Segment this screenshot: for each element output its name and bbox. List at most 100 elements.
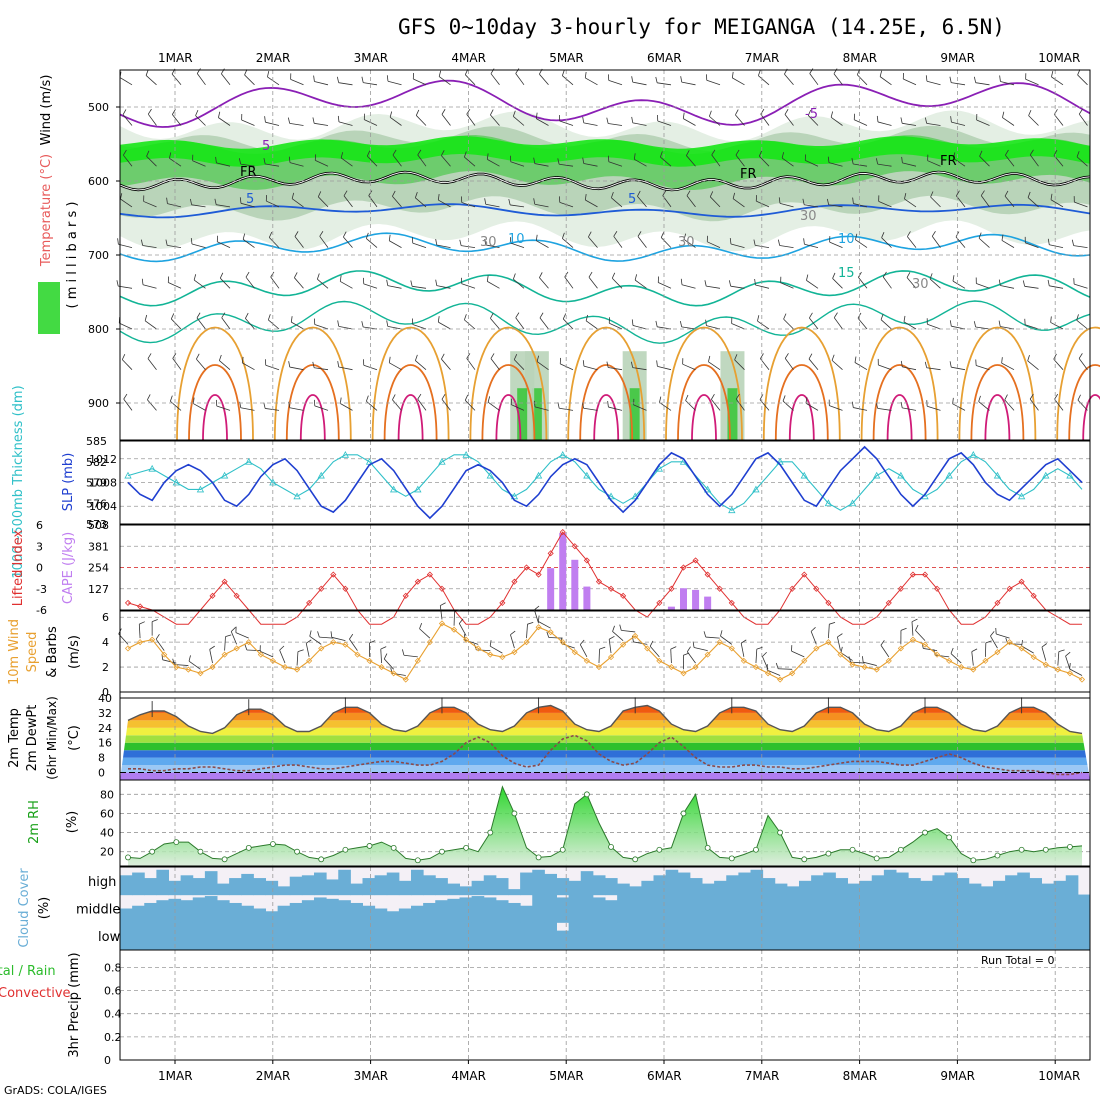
cloud-middle-1 [132, 905, 145, 923]
cloud-middle-15 [301, 900, 315, 923]
upper-wind-barb-flag [196, 353, 200, 360]
upper-wind-barb-flag [753, 239, 756, 246]
upper-wind-barb [123, 154, 133, 167]
upper-wind-barb-flag [366, 395, 369, 402]
upper-wind-barb [781, 157, 794, 167]
upper-wind-barb-flag [784, 353, 789, 359]
wind-speed-point-65 [909, 636, 917, 643]
upper-wind-barb-flag [562, 313, 567, 320]
upper-wind-barb-flag [417, 149, 422, 156]
upper-wind-barb [804, 204, 819, 208]
cloud-high-3 [156, 869, 169, 896]
upper-wind-barb [779, 202, 794, 208]
upper-wind-barb [978, 237, 990, 248]
cloud-high-28 [459, 886, 473, 896]
upper-wind-barb-flag [1051, 70, 1054, 77]
upper-wind-barb [711, 399, 721, 411]
upper-wind-barb [1049, 244, 1064, 248]
wind10-barb [778, 668, 793, 670]
temp-contour-10 [119, 232, 1091, 263]
lifted-index-point-38 [921, 571, 929, 578]
upper-wind-barb [608, 79, 623, 86]
upper-wind-barb [611, 197, 623, 208]
upper-wind-barb [564, 276, 574, 289]
upper-wind-barb [660, 156, 672, 167]
wind10-barb-flag [537, 615, 540, 622]
upper-wind-barb-flag [215, 156, 217, 163]
wind10-barb [380, 649, 382, 664]
cloud-high-77 [1053, 880, 1067, 896]
upper-wind-barb [338, 82, 353, 86]
upper-wind-barb [436, 285, 451, 289]
bottom-date-1MAR: 1MAR [158, 1069, 193, 1083]
upper-wind-barb [1004, 399, 1015, 411]
temp-band-5 [120, 735, 1090, 743]
upper-wind-barb-flag [146, 150, 150, 157]
upper-wind-barb [122, 359, 133, 370]
upper-wind-barb [289, 366, 304, 371]
cloud-middle-11 [253, 908, 266, 923]
upper-wind-barb-flag [906, 272, 911, 278]
lifted-index-point-0 [124, 599, 132, 606]
cloud-high-26 [435, 878, 448, 896]
lifted-index-point-31 [789, 585, 796, 592]
upper-wind-barb [784, 73, 794, 86]
upper-wind-barb-flag [533, 157, 536, 164]
upper-wind-barb-flag [611, 272, 616, 279]
upper-wind-barb [855, 239, 868, 248]
upper-wind-barb [387, 80, 402, 86]
rh-point-28 [801, 856, 808, 863]
upper-wind-barb [314, 122, 329, 126]
upper-wind-barb [118, 243, 133, 248]
upper-wind-barb [1027, 360, 1039, 371]
lifted-index-point-28 [704, 571, 711, 578]
upper-wind-barb [780, 282, 794, 289]
temp-ytick-16: 16 [98, 737, 112, 750]
upper-wind-barb-flag [637, 231, 642, 237]
upper-wind-barb [660, 237, 672, 248]
wind10-barb [837, 636, 841, 651]
upper-wind-barb-flag [582, 116, 585, 123]
wind10-barb-flag [309, 630, 312, 637]
upper-wind-barb [1025, 78, 1039, 86]
wind-speed-point-25 [426, 639, 433, 646]
upper-wind-barb [216, 405, 231, 411]
ylabel-precip: 3hr Precip (mm) [67, 952, 82, 1057]
ylabel-total-rain: Total / Rain [0, 964, 56, 979]
cloud-high-15 [301, 875, 315, 896]
upper-wind-barb [242, 362, 255, 371]
cloud-low-52 [750, 922, 764, 951]
cloud-high-67 [932, 875, 945, 896]
wind10-barb [755, 649, 758, 664]
thickness-point-15 [486, 471, 494, 479]
wind10-barb-flag [837, 633, 843, 638]
warm-loop-2-0 [371, 326, 450, 441]
cloud-low-68 [944, 922, 958, 951]
wind-speed-line [127, 622, 1083, 681]
wind10-barb-flag [317, 631, 320, 638]
cloud-low-23 [398, 922, 412, 951]
lifted-index-point-13 [499, 599, 506, 606]
lifted-index-point-37 [909, 571, 917, 578]
upper-wind-barb-flag [1076, 314, 1079, 321]
upper-wind-barb-flag [978, 395, 981, 402]
upper-wind-barb [515, 317, 525, 330]
upper-wind-barb [1027, 197, 1039, 208]
upper-wind-barb-flag [389, 111, 393, 118]
upper-wind-barb [510, 161, 525, 167]
upper-wind-barb-flag [704, 280, 707, 287]
upper-wind-barb [683, 239, 696, 248]
wind10-barb [996, 633, 1010, 639]
ylabel-millibars: ( m i l l i b a r s ) [65, 202, 80, 309]
ylabel-rh-swatch [38, 282, 60, 334]
cloud-middle-8 [217, 900, 230, 923]
upper-wind-barb-flag [1022, 280, 1026, 287]
cloud-low-17 [326, 922, 339, 951]
upper-wind-barb-flag [192, 397, 195, 404]
wind-speed-point-55 [789, 670, 796, 677]
contour-label-2: FR [240, 165, 257, 180]
upper-wind-barb [853, 203, 868, 208]
upper-wind-barb [265, 121, 280, 126]
upper-wind-barb [634, 158, 647, 167]
